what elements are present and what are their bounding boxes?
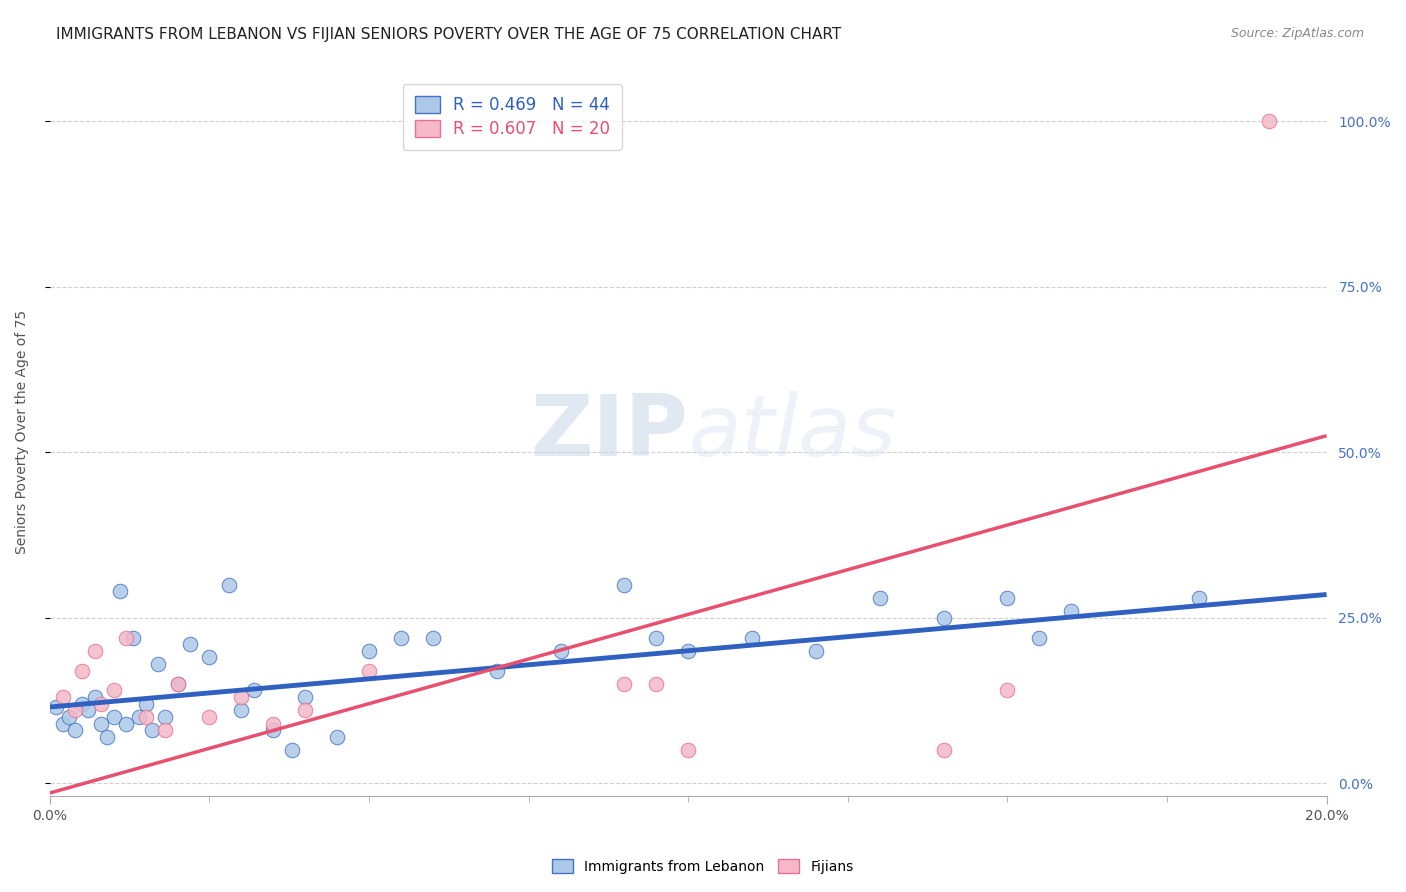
Text: Source: ZipAtlas.com: Source: ZipAtlas.com [1230,27,1364,40]
Point [326,730,349,744]
Point [70,697,93,711]
Point [804,644,827,658]
Point [108,584,131,599]
Point [115,716,138,731]
Point [96,730,118,744]
Point [932,610,955,624]
Point [83,644,105,658]
Text: IMMIGRANTS FROM LEBANON VS FIJIAN SENIORS POVERTY OVER THE AGE OF 75 CORRELATION: IMMIGRANTS FROM LEBANON VS FIJIAN SENIOR… [56,27,841,42]
Text: ZIP: ZIP [530,391,688,474]
Text: atlas: atlas [688,391,896,474]
Y-axis label: Seniors Poverty Over the Age of 75: Seniors Poverty Over the Age of 75 [15,310,30,555]
Point [550,644,572,658]
Point [932,743,955,757]
Point [58,710,80,724]
Point [115,631,138,645]
Point [995,591,1018,605]
Legend: Immigrants from Lebanon, Fijians: Immigrants from Lebanon, Fijians [546,852,860,880]
Point [294,703,316,717]
Point [70,664,93,678]
Point [218,577,240,591]
Point [90,716,112,731]
Point [65,703,87,717]
Point [77,703,100,717]
Point [676,743,699,757]
Point [262,716,284,731]
Point [1188,591,1211,605]
Point [645,631,668,645]
Point [262,723,284,738]
Point [645,677,668,691]
Point [90,697,112,711]
Point [613,677,636,691]
Point [141,723,163,738]
Point [135,697,157,711]
Point [121,631,143,645]
Point [676,644,699,658]
Point [294,690,316,704]
Point [135,710,157,724]
Point [166,677,188,691]
Point [198,710,221,724]
Point [357,644,380,658]
Point [153,710,176,724]
Point [1060,604,1083,618]
Point [103,683,125,698]
Legend: R = 0.469   N = 44, R = 0.607   N = 20: R = 0.469 N = 44, R = 0.607 N = 20 [404,84,621,150]
Point [613,577,636,591]
Point [485,664,508,678]
Point [422,631,444,645]
Point [52,716,75,731]
Point [357,664,380,678]
Point [1028,631,1050,645]
Point [45,700,67,714]
Point [995,683,1018,698]
Point [231,703,253,717]
Point [128,710,150,724]
Point [52,690,75,704]
Point [103,710,125,724]
Point [869,591,891,605]
Point [389,631,412,645]
Point [153,723,176,738]
Point [179,637,201,651]
Point [1258,114,1281,128]
Point [198,650,221,665]
Point [148,657,170,671]
Point [166,677,188,691]
Point [243,683,266,698]
Point [83,690,105,704]
Point [741,631,763,645]
Point [231,690,253,704]
Point [65,723,87,738]
Point [281,743,304,757]
